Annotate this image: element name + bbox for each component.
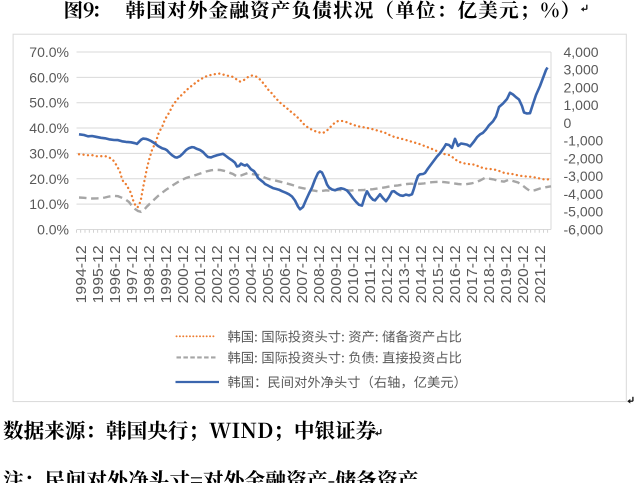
svg-text:50.0%: 50.0% <box>29 95 69 111</box>
svg-text:0: 0 <box>564 115 572 131</box>
svg-text:1997-12: 1997-12 <box>124 245 141 303</box>
svg-text:1995-12: 1995-12 <box>90 245 107 303</box>
svg-text:-1,000: -1,000 <box>564 133 604 149</box>
svg-text:70.0%: 70.0% <box>29 44 69 60</box>
svg-text:2002-12: 2002-12 <box>209 245 226 303</box>
svg-text:2007-12: 2007-12 <box>294 245 311 303</box>
svg-text:-4,000: -4,000 <box>564 186 604 202</box>
svg-text:2,000: 2,000 <box>564 80 599 96</box>
svg-text:2016-12: 2016-12 <box>447 245 464 303</box>
svg-text:2009-12: 2009-12 <box>328 245 345 303</box>
svg-text:2017-12: 2017-12 <box>464 245 481 303</box>
svg-text:1994-12: 1994-12 <box>73 245 90 303</box>
svg-text:2011-12: 2011-12 <box>362 245 379 303</box>
svg-text:2004-12: 2004-12 <box>243 245 260 303</box>
svg-text:2010-12: 2010-12 <box>345 245 362 303</box>
svg-text:4,000: 4,000 <box>564 44 599 60</box>
svg-text:10.0%: 10.0% <box>29 196 69 212</box>
svg-text:1999-12: 1999-12 <box>158 245 175 303</box>
svg-text:-6,000: -6,000 <box>564 222 604 238</box>
svg-text:2018-12: 2018-12 <box>481 245 498 303</box>
svg-text:2012-12: 2012-12 <box>379 245 396 303</box>
svg-text:-5,000: -5,000 <box>564 204 604 220</box>
svg-text:-2,000: -2,000 <box>564 151 604 167</box>
svg-text:2000-12: 2000-12 <box>175 245 192 303</box>
svg-text:1996-12: 1996-12 <box>107 245 124 303</box>
svg-text:60.0%: 60.0% <box>29 69 69 85</box>
svg-text:2021-12: 2021-12 <box>532 245 549 303</box>
svg-text:2014-12: 2014-12 <box>413 245 430 303</box>
svg-text:2019-12: 2019-12 <box>498 245 515 303</box>
svg-text:0.0%: 0.0% <box>37 222 69 238</box>
svg-text:1,000: 1,000 <box>564 97 599 113</box>
svg-text:2008-12: 2008-12 <box>311 245 328 303</box>
svg-text:3,000: 3,000 <box>564 62 599 78</box>
svg-text:2001-12: 2001-12 <box>192 245 209 303</box>
svg-text:2003-12: 2003-12 <box>226 245 243 303</box>
svg-text:-3,000: -3,000 <box>564 168 604 184</box>
svg-text:20.0%: 20.0% <box>29 171 69 187</box>
svg-text:30.0%: 30.0% <box>29 145 69 161</box>
svg-text:40.0%: 40.0% <box>29 120 69 136</box>
svg-text:1998-12: 1998-12 <box>141 245 158 303</box>
svg-text:2013-12: 2013-12 <box>396 245 413 303</box>
svg-text:2015-12: 2015-12 <box>430 245 447 303</box>
svg-text:2005-12: 2005-12 <box>260 245 277 303</box>
svg-text:2006-12: 2006-12 <box>277 245 294 303</box>
svg-text:2020-12: 2020-12 <box>515 245 532 303</box>
